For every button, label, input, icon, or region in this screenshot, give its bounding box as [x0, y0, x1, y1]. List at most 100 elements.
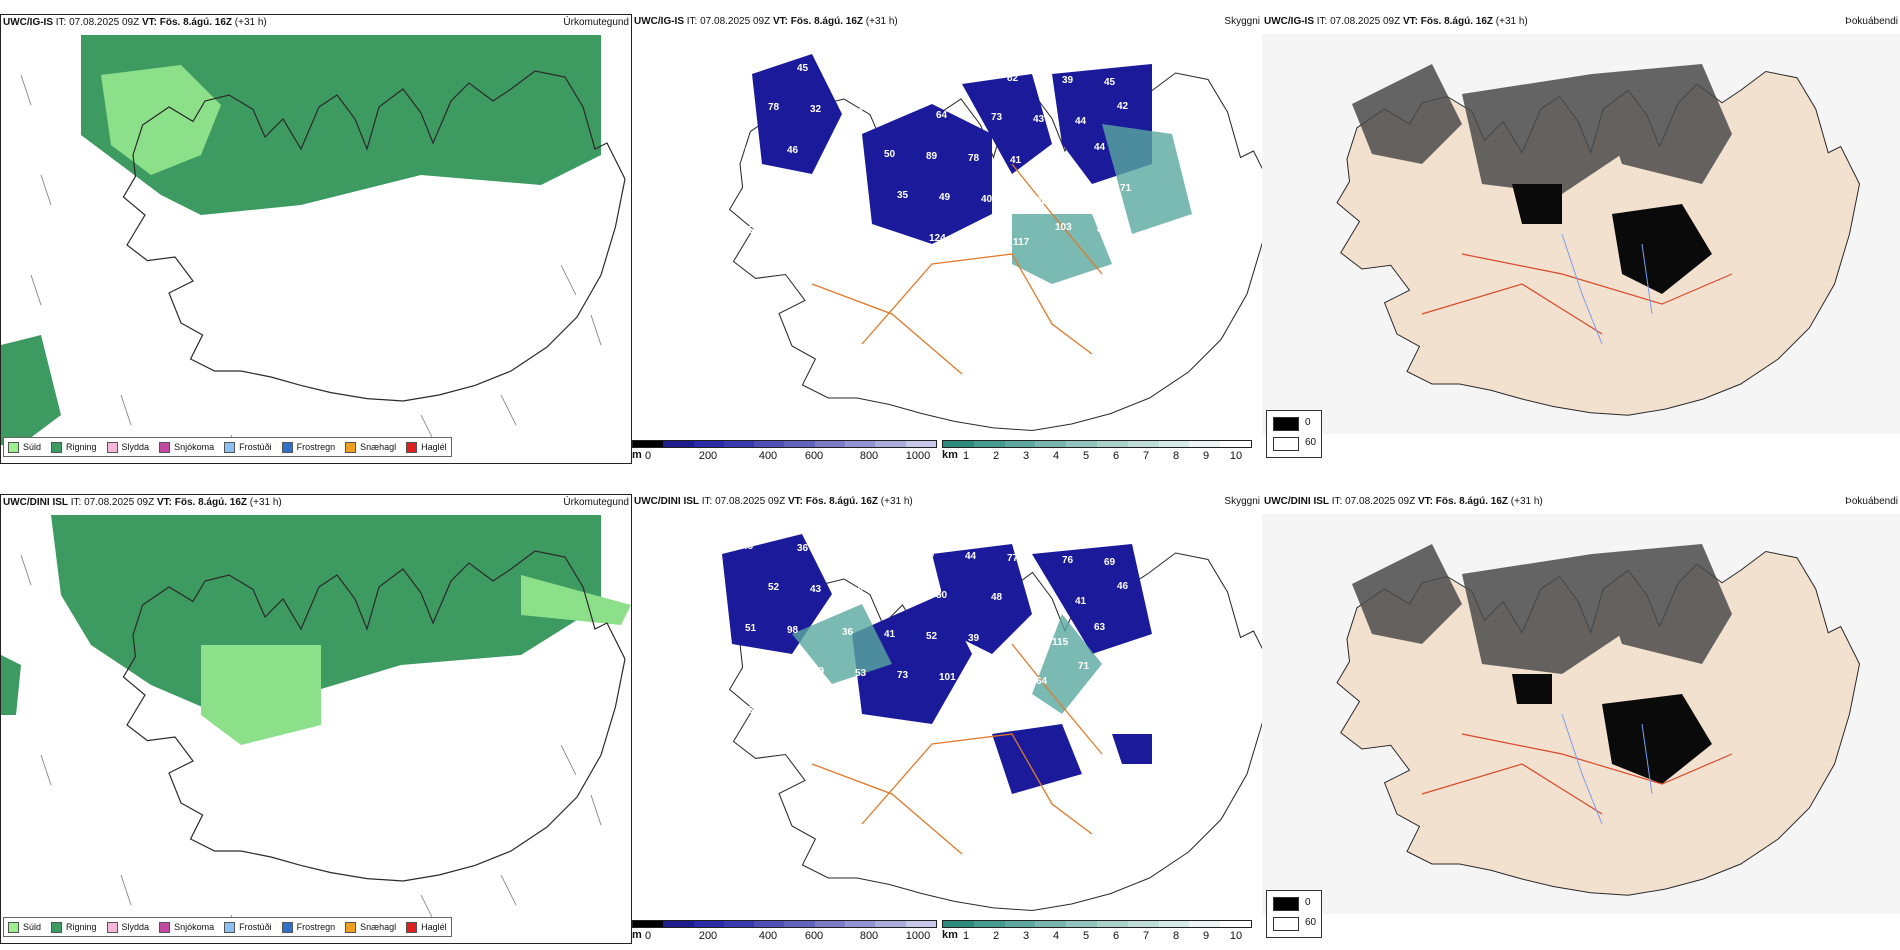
cloud-base-label: 50	[884, 149, 896, 160]
legend-item: Snjókoma	[159, 441, 214, 453]
fog-dense	[1512, 184, 1712, 294]
cloud-base-label: 103	[1055, 222, 1072, 233]
cloud-base-label: 82	[1078, 181, 1090, 192]
cloud-base-label: 84	[852, 106, 864, 117]
cloud-base-label: 82	[1007, 73, 1019, 84]
colorbar-tick: 4	[1052, 930, 1060, 942]
colorbar-swatch	[1035, 441, 1067, 447]
colorbar-swatch	[1127, 921, 1159, 927]
cloud-base-label: 28	[923, 549, 935, 560]
cloud-base-low	[722, 534, 1152, 794]
colorbar-swatch	[633, 921, 664, 927]
cloud-base-label: 95	[832, 229, 844, 240]
colorbar-tick: 4	[1052, 450, 1060, 462]
cloud-base-label: 36	[797, 543, 809, 554]
cloud-base-label: 50	[936, 590, 948, 601]
cloud-base-label: 46	[1117, 581, 1129, 592]
cloud-height-colorbar: m 0 200 400 600 800 1000	[632, 440, 937, 464]
colorbar-swatch	[633, 441, 664, 447]
colorbar-swatch	[1066, 441, 1097, 447]
colorbar-swatch	[1004, 921, 1036, 927]
cloud-base-label: 60	[1010, 635, 1022, 646]
cloud-base-label: 64	[1036, 676, 1048, 687]
colorbar-swatch	[1066, 921, 1097, 927]
colorbar-swatch	[1004, 441, 1036, 447]
cloud-base-labels: 45 36 43 47 28 44 77 76 69 52 43 38 33 50 48 43 41 46 51 98…	[742, 541, 1132, 716]
fog-map-1	[1262, 34, 1900, 434]
visibility-area	[1012, 124, 1192, 284]
cloud-base-label: 113	[971, 235, 988, 246]
cloud-base-label: 43	[810, 584, 822, 595]
colorbar-swatch	[1158, 441, 1190, 447]
cloud-base-label: 33	[894, 588, 906, 599]
cloud-base-label: 34	[813, 186, 825, 197]
cloud-base-label: 38	[852, 586, 864, 597]
cloud-base-label: 124	[929, 233, 946, 244]
legend-item: Súld	[8, 441, 41, 453]
colorbar-tick: 6	[1112, 930, 1120, 942]
colorbar-swatch	[814, 441, 846, 447]
colorbar-swatch	[784, 441, 815, 447]
cloud-base-label: 43	[1033, 594, 1045, 605]
colorbar-swatches	[632, 920, 937, 928]
cloud-base-label: 45	[742, 541, 754, 552]
colorbar-unit: km	[942, 929, 958, 941]
cloud-base-label: 104	[981, 674, 998, 685]
colorbar-tick: 5	[1082, 450, 1090, 462]
colorbar-tick: 5	[1082, 930, 1090, 942]
cloud-base-label: 41	[1075, 596, 1087, 607]
colorbar-tick: 6	[1112, 450, 1120, 462]
cloud-base-label: 64	[936, 110, 948, 121]
colorbar-swatch	[1096, 921, 1128, 927]
colorbar-tick: 400	[758, 450, 778, 462]
colorbar-swatch	[1220, 441, 1251, 447]
fog-legend-1: 0 60	[1266, 410, 1322, 458]
colorbar-tick: 2	[992, 450, 1000, 462]
colorbar-swatch	[723, 921, 755, 927]
cloud-base-label: 69	[1104, 557, 1116, 568]
colorbar-swatch	[1035, 921, 1067, 927]
rain-area-w	[1, 655, 21, 715]
colorbar-swatch	[905, 441, 936, 447]
colorbar-swatch	[1096, 441, 1128, 447]
legend-item: Frostúði	[224, 921, 272, 933]
panel-title: Skyggni	[1224, 496, 1260, 507]
cloud-base-low	[752, 54, 1152, 244]
cloud-base-label: 58	[771, 184, 783, 195]
panel-header: UWC/DINI ISL IT: 07.08.2025 09Z VT: Fös.…	[634, 496, 913, 507]
cloud-base-label: 47	[881, 547, 893, 558]
cloud-base-label: 98	[787, 625, 799, 636]
cloud-base-label: 44	[965, 551, 977, 562]
legend-item: Slydda	[106, 441, 149, 453]
fog-dense	[1512, 674, 1712, 784]
cloud-base-label: 46	[874, 231, 886, 242]
cloud-base-label: 115	[1052, 637, 1069, 648]
cloud-base-label: 59	[881, 67, 893, 78]
cloud-base-label: 78	[965, 71, 977, 82]
cloud-base-label: 43	[839, 545, 851, 556]
colorbar-tick: 1	[962, 930, 970, 942]
cloud-base-label: 63	[1094, 622, 1106, 633]
precip-type-panel-2: UWC/DINI ISL IT: 07.08.2025 09Z VT: Fös.…	[0, 494, 632, 944]
panel-title: Úrkomutegund	[563, 497, 629, 508]
cloud-base-label: 81	[1097, 224, 1109, 235]
colorbar-tick: 9	[1202, 450, 1210, 462]
colorbar-swatch	[814, 921, 846, 927]
cloud-base-label: 36	[842, 627, 854, 638]
visibility-colorbar: km 1 2 3 4 5 6 7 8 9 10	[942, 920, 1252, 944]
colorbar-tick: 2	[992, 930, 1000, 942]
colorbar-tick: 7	[1142, 930, 1150, 942]
colorbar-swatch	[1189, 441, 1221, 447]
panel-title: Úrkomutegund	[563, 17, 629, 28]
precip-type-panel-1: UWC/IG-IS IT: 07.08.2025 09Z VT: Fös. 8.…	[0, 14, 632, 464]
cloud-base-label: 89	[926, 151, 938, 162]
colorbar-tick: 3	[1022, 450, 1030, 462]
legend-item: Frostregn	[281, 921, 335, 933]
cloud-visibility-panel-2: 45 36 43 47 28 44 77 76 69 52 43 38 33 50 48 43 41 46 51 98…	[632, 494, 1262, 944]
cloud-base-label: 39	[1062, 75, 1074, 86]
colorbar-tick: 0	[644, 930, 652, 942]
cloud-base-label: 86	[1036, 196, 1048, 207]
colorbar-swatch	[973, 441, 1005, 447]
legend-item: Rigning	[51, 441, 97, 453]
cloud-base-label: 78	[768, 102, 780, 113]
